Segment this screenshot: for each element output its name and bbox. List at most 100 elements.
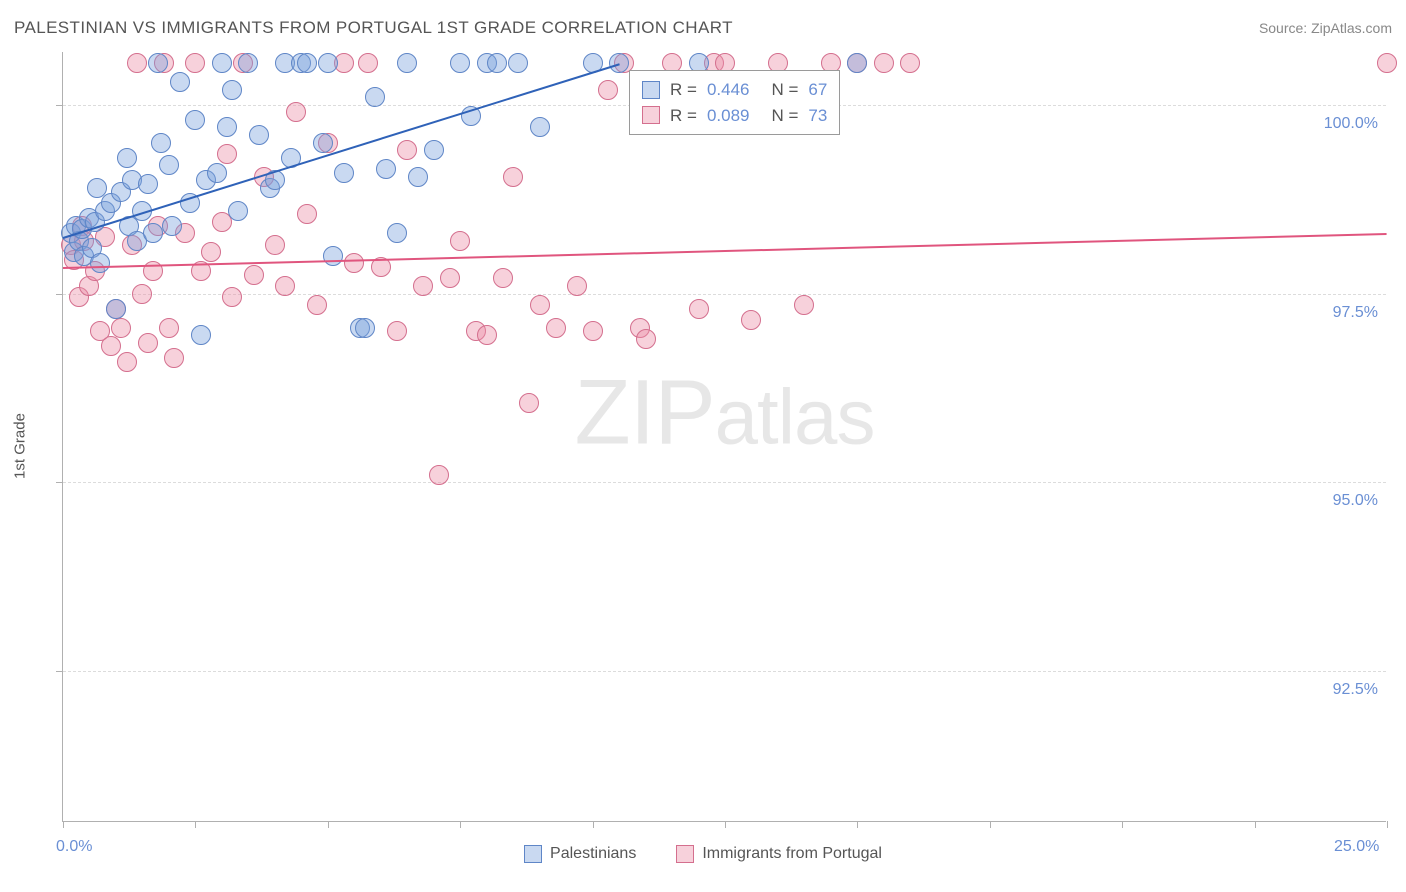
scatter-point bbox=[117, 352, 137, 372]
y-tick-label: 92.5% bbox=[1333, 681, 1378, 699]
scatter-point bbox=[143, 223, 163, 243]
scatter-point bbox=[313, 133, 333, 153]
scatter-point bbox=[132, 284, 152, 304]
scatter-point bbox=[297, 204, 317, 224]
scatter-point bbox=[228, 201, 248, 221]
source-value: ZipAtlas.com bbox=[1311, 20, 1392, 36]
scatter-point bbox=[127, 53, 147, 73]
scatter-point bbox=[222, 80, 242, 100]
scatter-point bbox=[244, 265, 264, 285]
x-tick bbox=[857, 821, 858, 828]
scatter-point bbox=[567, 276, 587, 296]
x-tick bbox=[1255, 821, 1256, 828]
scatter-point bbox=[297, 53, 317, 73]
gridline bbox=[63, 294, 1386, 295]
legend-item: Palestinians bbox=[524, 845, 636, 863]
scatter-point bbox=[397, 140, 417, 160]
source-credit: Source: ZipAtlas.com bbox=[1259, 20, 1392, 36]
y-tick-label: 95.0% bbox=[1333, 492, 1378, 510]
x-tick bbox=[195, 821, 196, 828]
chart-title: PALESTINIAN VS IMMIGRANTS FROM PORTUGAL … bbox=[14, 18, 733, 38]
x-tick bbox=[990, 821, 991, 828]
scatter-point bbox=[185, 53, 205, 73]
scatter-point bbox=[323, 246, 343, 266]
legend-label: Immigrants from Portugal bbox=[702, 845, 882, 863]
legend-label: Palestinians bbox=[550, 845, 636, 863]
scatter-point bbox=[440, 268, 460, 288]
stats-swatch bbox=[642, 81, 660, 99]
x-tick bbox=[725, 821, 726, 828]
scatter-point bbox=[508, 53, 528, 73]
stats-n-label: N = bbox=[771, 77, 798, 103]
scatter-point bbox=[609, 53, 629, 73]
legend-swatch bbox=[524, 845, 542, 863]
scatter-point bbox=[185, 110, 205, 130]
scatter-point bbox=[546, 318, 566, 338]
stats-r-value: 0.446 bbox=[707, 77, 750, 103]
scatter-point bbox=[191, 325, 211, 345]
scatter-point bbox=[222, 287, 242, 307]
scatter-point bbox=[159, 155, 179, 175]
scatter-point bbox=[201, 242, 221, 262]
scatter-point bbox=[101, 336, 121, 356]
x-axis-min-label: 0.0% bbox=[56, 838, 92, 856]
stats-r-value: 0.089 bbox=[707, 103, 750, 129]
scatter-point bbox=[217, 117, 237, 137]
scatter-point bbox=[318, 53, 338, 73]
trend-line bbox=[63, 233, 1387, 269]
x-tick bbox=[63, 821, 64, 828]
scatter-point bbox=[598, 80, 618, 100]
scatter-point bbox=[275, 276, 295, 296]
stats-n-value: 67 bbox=[808, 77, 827, 103]
y-tick-label: 97.5% bbox=[1333, 304, 1378, 322]
scatter-point bbox=[238, 53, 258, 73]
scatter-point bbox=[207, 163, 227, 183]
y-axis-title: 1st Grade bbox=[12, 413, 29, 479]
scatter-point bbox=[162, 216, 182, 236]
scatter-point bbox=[355, 318, 375, 338]
scatter-point bbox=[111, 318, 131, 338]
legend-item: Immigrants from Portugal bbox=[676, 845, 882, 863]
stats-row: R =0.089N =73 bbox=[642, 103, 827, 129]
scatter-point bbox=[900, 53, 920, 73]
x-tick bbox=[328, 821, 329, 828]
scatter-point bbox=[477, 325, 497, 345]
scatter-point bbox=[424, 140, 444, 160]
y-tick bbox=[56, 671, 63, 672]
scatter-point bbox=[212, 53, 232, 73]
scatter-point bbox=[164, 348, 184, 368]
scatter-point bbox=[874, 53, 894, 73]
source-label: Source: bbox=[1259, 20, 1307, 36]
scatter-point bbox=[286, 102, 306, 122]
scatter-point bbox=[397, 53, 417, 73]
scatter-point bbox=[583, 321, 603, 341]
scatter-point bbox=[334, 163, 354, 183]
scatter-point bbox=[503, 167, 523, 187]
scatter-point bbox=[265, 235, 285, 255]
x-tick bbox=[460, 821, 461, 828]
watermark-big: ZIP bbox=[575, 362, 715, 464]
scatter-point bbox=[530, 295, 550, 315]
scatter-point bbox=[159, 318, 179, 338]
scatter-point bbox=[376, 159, 396, 179]
scatter-point bbox=[138, 333, 158, 353]
y-tick bbox=[56, 105, 63, 106]
scatter-point bbox=[1377, 53, 1397, 73]
stats-r-label: R = bbox=[670, 103, 697, 129]
scatter-point bbox=[151, 133, 171, 153]
scatter-point bbox=[217, 144, 237, 164]
scatter-point bbox=[493, 268, 513, 288]
scatter-point bbox=[450, 231, 470, 251]
x-tick bbox=[593, 821, 594, 828]
stats-n-value: 73 bbox=[808, 103, 827, 129]
title-bar: PALESTINIAN VS IMMIGRANTS FROM PORTUGAL … bbox=[14, 18, 1392, 38]
x-axis-max-label: 25.0% bbox=[1334, 838, 1379, 856]
watermark-small: atlas bbox=[715, 373, 875, 461]
scatter-point bbox=[249, 125, 269, 145]
stats-swatch bbox=[642, 106, 660, 124]
scatter-point bbox=[90, 253, 110, 273]
scatter-point bbox=[689, 299, 709, 319]
scatter-point bbox=[117, 148, 137, 168]
scatter-point bbox=[636, 329, 656, 349]
scatter-point bbox=[170, 72, 190, 92]
